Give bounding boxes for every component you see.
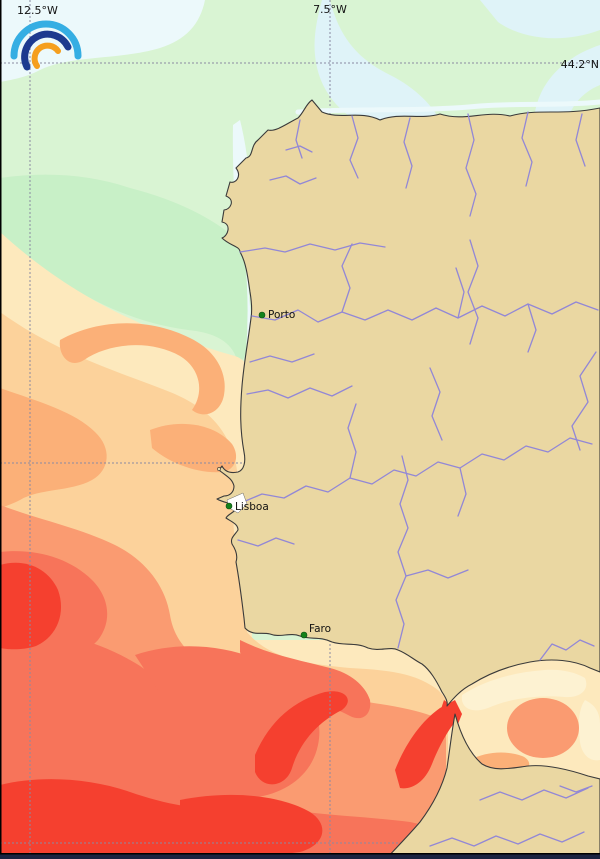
- map-bottom-border: [0, 853, 600, 855]
- map-left-border: [0, 0, 2, 859]
- city-marker-lisboa: Lisboa: [225, 501, 269, 513]
- city-marker-faro: Faro: [300, 623, 331, 639]
- logo-outer-arc-icon: [10, 20, 82, 60]
- city-label: Porto: [268, 309, 295, 321]
- landmass-southeast: [385, 713, 600, 859]
- rivers-layer: [237, 111, 599, 847]
- logo-middle-arc-icon: [21, 30, 72, 71]
- lon-label-12-5w: 12.5°W: [17, 4, 58, 17]
- city-dot: [258, 311, 266, 319]
- landmass-iberia: [216, 99, 600, 707]
- city-marker-porto: Porto: [258, 309, 295, 321]
- islet-berlenga: [217, 467, 221, 471]
- city-dot: [300, 631, 308, 639]
- rainbow-arcs-logo: [10, 20, 82, 71]
- city-dot: [225, 502, 233, 510]
- land-layer: [216, 99, 600, 859]
- lon-label-7-5w: 7.5°W: [313, 3, 347, 16]
- city-markers: Porto Lisboa Faro: [225, 309, 331, 639]
- axis-labels: 12.5°W 7.5°W 44.2°N: [17, 3, 599, 71]
- city-label: Faro: [309, 623, 331, 635]
- lat-label-44-2n: 44.2°N: [561, 58, 599, 71]
- logo-inner-arc-icon: [31, 42, 61, 69]
- footer-strip: [0, 854, 600, 859]
- city-label: Lisboa: [235, 501, 269, 513]
